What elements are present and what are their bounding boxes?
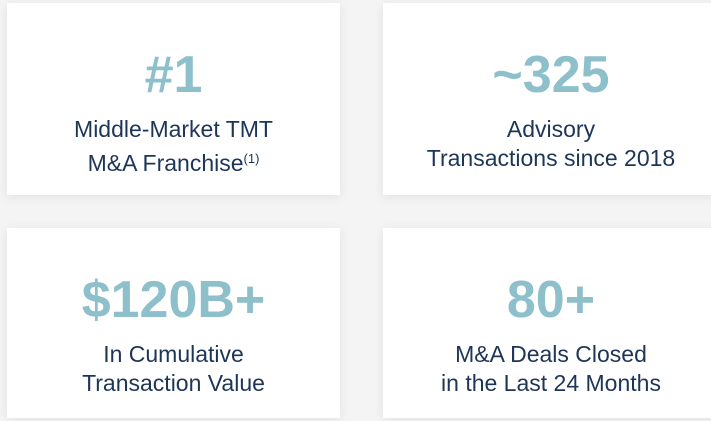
- stat-label-text: Transactions since 2018: [426, 145, 676, 171]
- stat-label-text: in the Last 24 Months: [441, 370, 661, 396]
- stat-label: M&A Franchise(1): [7, 144, 340, 178]
- stat-value: #1: [144, 46, 203, 104]
- stat-card: 80+ M&A Deals Closed in the Last 24 Months: [383, 228, 711, 418]
- stat-card: ~325 Advisory Transactions since 2018: [383, 3, 711, 195]
- stat-value: $120B+: [81, 271, 266, 329]
- stat-value: ~325: [492, 46, 610, 104]
- stat-label-text: Transaction Value: [82, 370, 265, 396]
- stat-label: in the Last 24 Months: [383, 369, 711, 398]
- stat-label: Advisory: [383, 115, 711, 144]
- stat-label-text: Advisory: [506, 116, 596, 142]
- stat-label: In Cumulative: [7, 340, 340, 369]
- stat-card: #1 Middle-Market TMT M&A Franchise(1): [7, 3, 340, 195]
- stat-label: M&A Deals Closed: [383, 340, 711, 369]
- stat-label-text: Middle-Market TMT: [74, 116, 273, 142]
- stat-label: Transactions since 2018: [383, 144, 711, 173]
- stat-label-text: M&A Deals Closed: [455, 341, 647, 367]
- footnote-mark: (1): [243, 151, 260, 166]
- stat-label-text: M&A Franchise: [87, 150, 244, 176]
- stat-label-text: In Cumulative: [103, 341, 244, 367]
- stat-label: Middle-Market TMT: [7, 115, 340, 144]
- stat-label: Transaction Value: [7, 369, 340, 398]
- stat-card: $120B+ In Cumulative Transaction Value: [7, 228, 340, 418]
- stat-value: 80+: [506, 271, 596, 329]
